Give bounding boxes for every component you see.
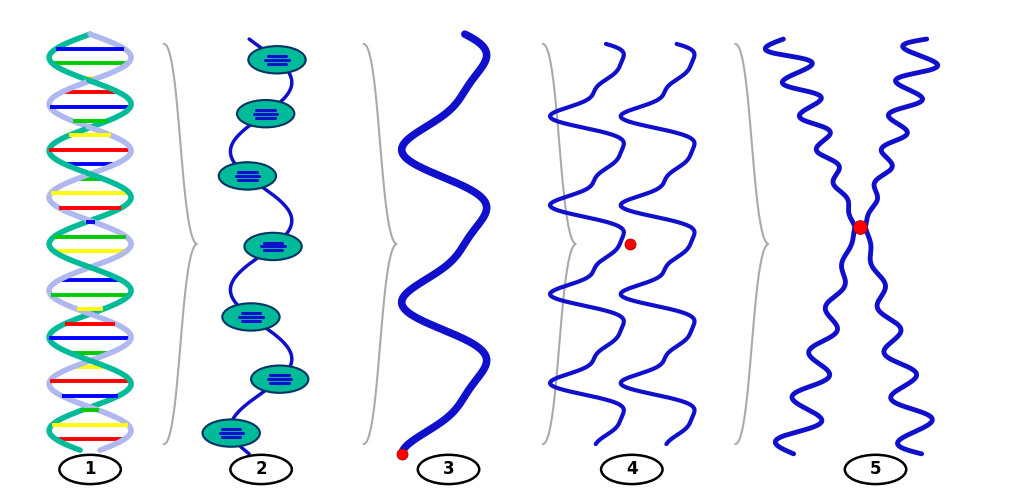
Circle shape [59, 455, 121, 484]
Circle shape [418, 455, 479, 484]
Text: 2: 2 [255, 461, 267, 478]
Circle shape [248, 46, 305, 73]
Circle shape [203, 419, 260, 447]
Circle shape [845, 455, 906, 484]
Circle shape [230, 455, 292, 484]
Circle shape [245, 233, 302, 260]
Circle shape [219, 162, 276, 190]
Circle shape [601, 455, 663, 484]
Text: 1: 1 [84, 461, 96, 478]
Text: 3: 3 [442, 461, 455, 478]
Circle shape [222, 303, 280, 331]
Circle shape [237, 100, 294, 127]
Text: 5: 5 [869, 461, 882, 478]
Circle shape [251, 366, 308, 393]
Text: 4: 4 [626, 461, 638, 478]
